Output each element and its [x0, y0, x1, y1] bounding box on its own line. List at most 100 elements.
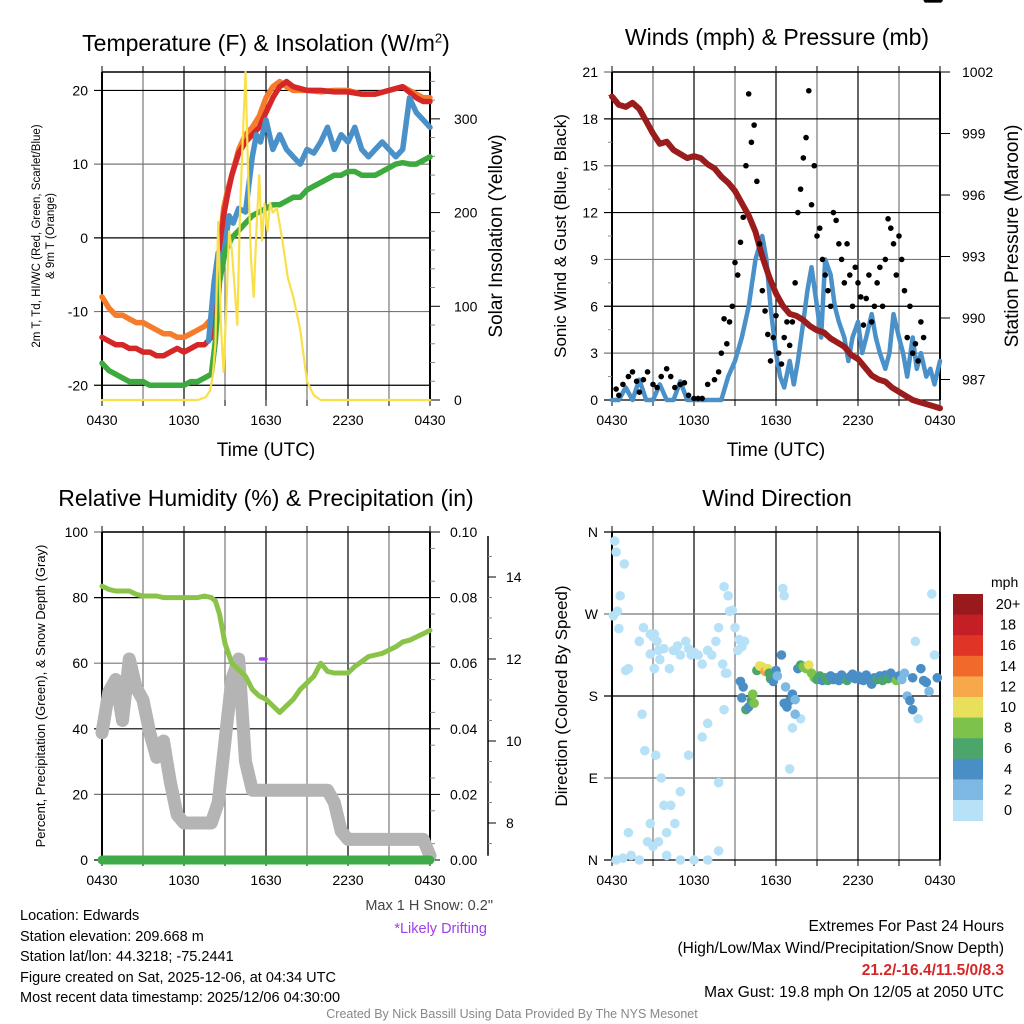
winds-gust-point	[898, 256, 905, 263]
winds-y2-tick-label: 987	[962, 372, 986, 388]
temp-y2-tick-label: 300	[454, 111, 478, 127]
direction-point	[739, 636, 750, 647]
temp-series-td	[99, 154, 433, 389]
direction-point	[618, 853, 628, 863]
direction-point	[675, 786, 686, 797]
direction-point	[655, 654, 665, 665]
winds-gust-point	[874, 280, 880, 286]
winds-gust-point	[844, 241, 850, 247]
direction-y-tick-label: S	[589, 688, 598, 704]
direction-point	[790, 709, 800, 720]
direction-point	[723, 590, 733, 601]
direction-point	[776, 650, 787, 660]
direction-y-tick-label: W	[585, 606, 599, 622]
humidity-x-tick-label: 1630	[250, 872, 281, 888]
direction-point	[713, 622, 724, 633]
winds-gust-point	[786, 342, 793, 349]
direction-point	[659, 643, 669, 654]
direction-point	[722, 668, 732, 679]
temp-x-tick-label: 2230	[332, 412, 363, 428]
winds-gust-point	[640, 376, 647, 383]
winds-gust-point	[849, 303, 856, 310]
winds-gust-point	[811, 162, 818, 169]
direction-point	[713, 777, 724, 788]
winds-gust-point	[901, 287, 908, 294]
winds-gust-point	[907, 303, 913, 310]
temp-chart-title: Temperature (F) & Insolation (W/m2)	[0, 30, 532, 57]
winds-gust-point	[695, 395, 701, 402]
direction-ylabel: Direction (Colored By Speed)	[552, 585, 571, 806]
winds-gust-point	[667, 373, 674, 380]
direction-point	[905, 695, 915, 706]
latlon-text: Station lat/lon: 44.3218; -75.2441	[20, 949, 234, 965]
direction-point	[929, 650, 940, 660]
humidity-series-snow-depth	[95, 652, 437, 863]
winds-x-tick-label: 0430	[924, 412, 955, 428]
legend-label: 0	[1004, 803, 1012, 819]
winds-gust-point	[773, 312, 779, 319]
direction-point	[780, 682, 791, 692]
humidity-x-tick-label: 0430	[86, 872, 117, 888]
temp-y2label: Solar Insolation (Yellow)	[486, 134, 507, 337]
direction-point	[702, 718, 713, 729]
snow-axis-tick-label: 14	[506, 569, 522, 585]
legend-swatch	[953, 676, 983, 698]
winds-gust-point	[841, 280, 848, 286]
winds-gust-point	[904, 334, 910, 341]
direction-point	[717, 659, 728, 669]
humidity-x-tick-label: 1030	[168, 872, 199, 888]
winds-gust-point	[937, 0, 943, 3]
winds-gust-point	[781, 334, 787, 341]
humidity-x-tick-label: 0430	[414, 872, 445, 888]
winds-gust-point	[745, 91, 752, 97]
direction-point	[652, 636, 662, 647]
winds-gust-point	[871, 303, 878, 310]
winds-y2-tick-label: 993	[962, 249, 986, 265]
direction-point	[772, 671, 783, 681]
winds-y-tick-label: 3	[590, 345, 598, 361]
winds-gust-point	[726, 319, 733, 325]
winds-gust-point	[650, 381, 656, 388]
legend-swatch	[953, 635, 983, 657]
direction-point	[706, 650, 717, 660]
winds-gust-point	[827, 303, 834, 310]
winds-gust-point	[847, 272, 853, 278]
direction-x-tick-label: 1630	[760, 872, 791, 888]
winds-gust-point	[918, 319, 924, 325]
winds-gust-point	[762, 308, 768, 314]
winds-gust-point	[797, 186, 804, 192]
winds-gust-point	[909, 350, 916, 356]
temp-y-tick-label: 0	[80, 230, 88, 246]
legend-swatch	[953, 800, 983, 822]
temp-series-2m-t	[99, 78, 433, 359]
direction-point	[626, 850, 636, 861]
direction-point	[614, 623, 624, 634]
winds-gust-point	[756, 241, 763, 247]
direction-y-tick-label: E	[589, 770, 598, 786]
max-snow-note: Max 1 H Snow: 0.2"	[365, 898, 493, 914]
direction-point	[711, 636, 721, 647]
direction-point	[790, 694, 800, 705]
winds-gust-point	[663, 365, 670, 372]
humidity-y2-tick-label: 0.00	[450, 852, 477, 868]
humidity-series-relative-humidity	[99, 583, 433, 715]
direction-point	[670, 818, 680, 829]
winds-gust-point	[748, 139, 755, 146]
direction-point	[913, 713, 923, 724]
direction-point	[689, 855, 699, 865]
max-gust-text: Max Gust: 19.8 mph On 12/05 at 2050 UTC	[704, 984, 1004, 1001]
winds-gust-point	[877, 264, 883, 271]
direction-point	[732, 645, 743, 656]
humidity-y2-tick-label: 0.02	[450, 786, 477, 802]
temp-xlabel: Time (UTC)	[216, 440, 316, 461]
direction-point	[713, 846, 724, 856]
winds-gust-point	[830, 209, 837, 216]
winds-gust-point	[770, 334, 777, 341]
temp-y-tick-label: 20	[72, 82, 88, 98]
direction-point	[749, 698, 759, 709]
legend-swatch	[953, 594, 983, 616]
winds-gust-point	[885, 216, 891, 222]
winds-gust-point	[672, 384, 678, 391]
direction-x-tick-label: 0430	[596, 872, 627, 888]
